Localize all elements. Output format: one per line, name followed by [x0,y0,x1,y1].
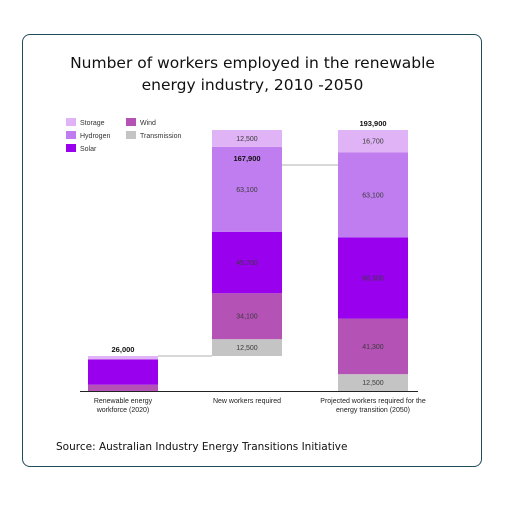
data-label-wind-2: 41,300 [362,344,384,351]
category-label-0-0: Renewable energy [94,398,153,405]
source-note: Source: Australian Industry Energy Trans… [56,441,348,453]
category-label-2-0: Projected workers required for the [320,398,426,405]
legend-swatch-solar [66,144,76,152]
legend-label-wind: Wind [140,120,156,127]
bar-segment-wind-0 [88,384,158,391]
legend-swatch-hydrogen [66,131,76,139]
legend-swatch-storage [66,118,76,126]
data-label-hydrogen-1: 63,100 [236,187,258,194]
bar-segment-transmission-2 [338,374,408,391]
total-label-2: 193,900 [359,119,386,128]
bar-segment-hydrogen-1 [212,146,282,232]
bar-segment-storage-0 [88,356,158,360]
bar-segment-hydrogen-2 [338,152,408,238]
data-label-hydrogen-2: 63,100 [362,192,384,199]
bar-segment-wind-2 [338,318,408,375]
legend-label-storage: Storage [80,120,105,127]
data-label-transmission-2: 12,500 [362,380,384,387]
total-label-0: 26,000 [112,345,135,354]
bar-segment-wind-1 [212,293,282,340]
bar-segment-solar-0 [88,359,158,385]
data-label-solar-1: 45,700 [236,260,258,267]
data-label-solar-2: 60,300 [362,275,384,282]
data-label-storage-2: 16,700 [362,139,384,146]
data-label-storage-1: 12,500 [236,136,258,143]
bar-segment-storage-2 [338,130,408,153]
chart-title: Number of workers employed in the renewa… [70,54,435,94]
legend-label-transmission: Transmission [140,133,181,140]
legend-swatch-transmission [126,131,136,139]
category-label-2-1: energy transition (2050) [336,407,410,414]
category-label-0-1: workforce (2020) [96,407,150,414]
total-label-1: 167,900 [233,154,260,163]
legend-swatch-wind [126,118,136,126]
bar-segment-solar-2 [338,237,408,319]
bar-segment-transmission-1 [212,339,282,357]
data-label-wind-1: 34,100 [236,314,258,321]
bar-segment-storage-1 [212,130,282,147]
legend-label-hydrogen: Hydrogen [80,133,110,140]
legend-label-solar: Solar [80,146,97,153]
data-label-transmission-1: 12,500 [236,345,258,352]
category-label-1-0: New workers required [213,398,281,405]
bar-segment-solar-1 [212,231,282,294]
